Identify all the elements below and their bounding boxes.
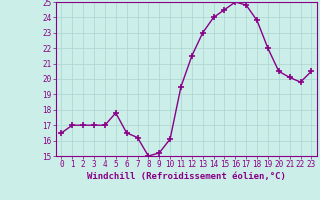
- X-axis label: Windchill (Refroidissement éolien,°C): Windchill (Refroidissement éolien,°C): [87, 172, 286, 181]
